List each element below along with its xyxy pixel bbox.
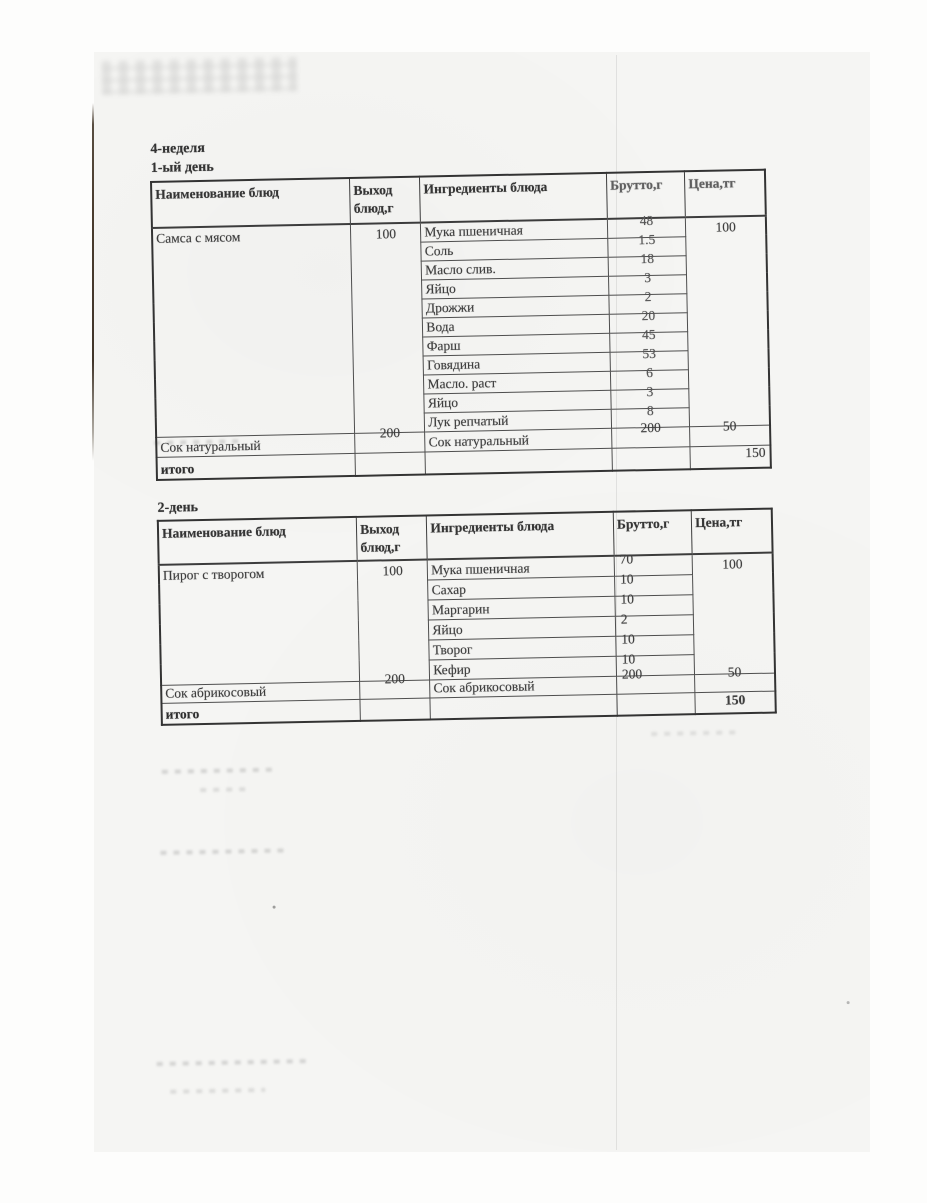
empty-cell: [611, 446, 691, 471]
col-header-out: Выход блюд,г: [349, 176, 421, 224]
bleed-through-mark: [200, 787, 249, 793]
drink-out-cell: 200: [354, 421, 426, 443]
drink-out-cell: 200: [359, 669, 431, 689]
dish-price-cell: 100: [692, 552, 775, 675]
brutto-cell: 10: [614, 567, 693, 589]
bleed-through-mark: [651, 730, 742, 737]
col-header-price: Цена,тг: [691, 508, 773, 555]
total-label-cell: итого: [156, 452, 356, 480]
speck: [272, 905, 276, 909]
dish-price-cell: 100: [685, 215, 771, 427]
paper-background: [94, 52, 870, 1152]
brutto-cell: 70: [613, 547, 693, 569]
brutto-cell: 3: [610, 381, 690, 402]
brutto-cell: 1.5: [607, 229, 687, 250]
brutto-cell: 10: [615, 627, 695, 649]
brutto-cell: 20: [609, 305, 688, 326]
drink-brutto-cell: 200: [611, 416, 690, 438]
total-label-cell: итого: [161, 698, 361, 725]
total-price-cell: 150: [695, 687, 776, 712]
bleed-through-mark: [170, 1087, 266, 1094]
col-header-dish-name: Наименование блюд: [157, 516, 358, 565]
bleed-through-mark: [101, 57, 298, 95]
drink-price-cell: 50: [694, 662, 776, 683]
dish-name-cell: Пирог с творогом: [158, 560, 360, 685]
brutto-cell: 53: [609, 343, 689, 364]
brutto-cell: 45: [609, 324, 689, 345]
col-header-ingredients: Ингредиенты блюда: [426, 511, 615, 560]
empty-cell: [360, 697, 431, 721]
col-header-out: Выход блюд,г: [356, 515, 428, 561]
drink-brutto-cell: 200: [616, 664, 695, 684]
day1-menu-table: Наименование блюд Выход блюд,г Ингредиен…: [150, 168, 772, 481]
dish-out-cell: 100: [350, 222, 425, 433]
brutto-cell: 6: [610, 362, 689, 383]
bleed-through-mark: [161, 767, 277, 774]
week-title: 4-неделя: [150, 140, 205, 157]
brutto-cell: 18: [607, 248, 687, 269]
empty-cell: [425, 447, 613, 475]
speck: [846, 1001, 850, 1005]
brutto-cell: 2: [608, 286, 688, 307]
brutto-cell: 3: [608, 267, 687, 288]
bleed-through-mark: [160, 848, 289, 855]
empty-cell: [616, 692, 696, 716]
empty-cell: [355, 451, 426, 476]
brutto-cell: 48: [607, 210, 686, 231]
fold-line: [616, 55, 617, 1150]
dish-name-cell: Самса с мясом: [151, 223, 355, 437]
day1-title: 1-ый день: [150, 159, 214, 176]
empty-cell: [430, 693, 618, 720]
brutto-cell: 2: [615, 607, 694, 629]
day2-title: 2-день: [157, 500, 199, 516]
total-price-cell: 150: [690, 439, 771, 465]
col-header-price: Цена,тг: [684, 169, 766, 218]
brutto-cell: 10: [614, 587, 694, 609]
dish-out-cell: 100: [357, 559, 430, 681]
col-header-ingredients: Ингредиенты блюда: [419, 172, 608, 223]
scan-edge-line: [92, 103, 94, 461]
bleed-through-mark: [156, 1059, 307, 1067]
day2-menu-table: Наименование блюд Выход блюд,г Ингредиен…: [156, 507, 777, 726]
col-header-dish-name: Наименование блюд: [151, 177, 351, 228]
drink-price-cell: 50: [689, 414, 771, 437]
